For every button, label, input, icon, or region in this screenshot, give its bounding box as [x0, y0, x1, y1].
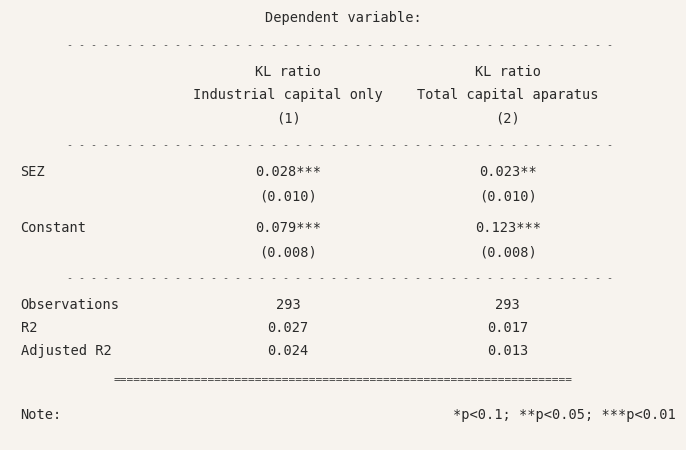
Text: Total capital aparatus: Total capital aparatus: [417, 88, 598, 102]
Text: KL ratio: KL ratio: [255, 65, 321, 79]
Text: SEZ: SEZ: [21, 165, 45, 179]
Text: (0.008): (0.008): [259, 246, 317, 260]
Text: - - - - - - - - - - - - - - - - - - - - - - - - - - - - - - - - - - - - - - - - : - - - - - - - - - - - - - - - - - - - - …: [67, 40, 619, 50]
Text: *p<0.1; **p<0.05; ***p<0.01: *p<0.1; **p<0.05; ***p<0.01: [453, 408, 676, 422]
Text: 0.027: 0.027: [268, 321, 309, 335]
Text: 0.013: 0.013: [487, 344, 528, 358]
Text: Industrial capital only: Industrial capital only: [193, 88, 383, 102]
Text: 0.123***: 0.123***: [475, 221, 541, 235]
Text: Constant: Constant: [21, 221, 86, 235]
Text: (1): (1): [276, 111, 300, 125]
Text: 0.079***: 0.079***: [255, 221, 321, 235]
Text: Note:: Note:: [21, 408, 62, 422]
Text: 293: 293: [276, 298, 300, 312]
Text: Dependent variable:: Dependent variable:: [265, 11, 421, 25]
Text: (0.010): (0.010): [259, 190, 317, 204]
Text: - - - - - - - - - - - - - - - - - - - - - - - - - - - - - - - - - - - - - - - - : - - - - - - - - - - - - - - - - - - - - …: [67, 273, 619, 283]
Text: 0.017: 0.017: [487, 321, 528, 335]
Text: KL ratio: KL ratio: [475, 65, 541, 79]
Text: R2: R2: [21, 321, 37, 335]
Text: - - - - - - - - - - - - - - - - - - - - - - - - - - - - - - - - - - - - - - - - : - - - - - - - - - - - - - - - - - - - - …: [67, 140, 619, 150]
Text: Adjusted R2: Adjusted R2: [21, 344, 111, 358]
Text: 293: 293: [495, 298, 520, 312]
Text: 0.023**: 0.023**: [479, 165, 536, 179]
Text: Observations: Observations: [21, 298, 119, 312]
Text: (2): (2): [495, 111, 520, 125]
Text: (0.008): (0.008): [479, 246, 536, 260]
Text: (0.010): (0.010): [479, 190, 536, 204]
Text: 0.024: 0.024: [268, 344, 309, 358]
Text: 0.028***: 0.028***: [255, 165, 321, 179]
Text: ====================================================================: ========================================…: [113, 375, 573, 385]
